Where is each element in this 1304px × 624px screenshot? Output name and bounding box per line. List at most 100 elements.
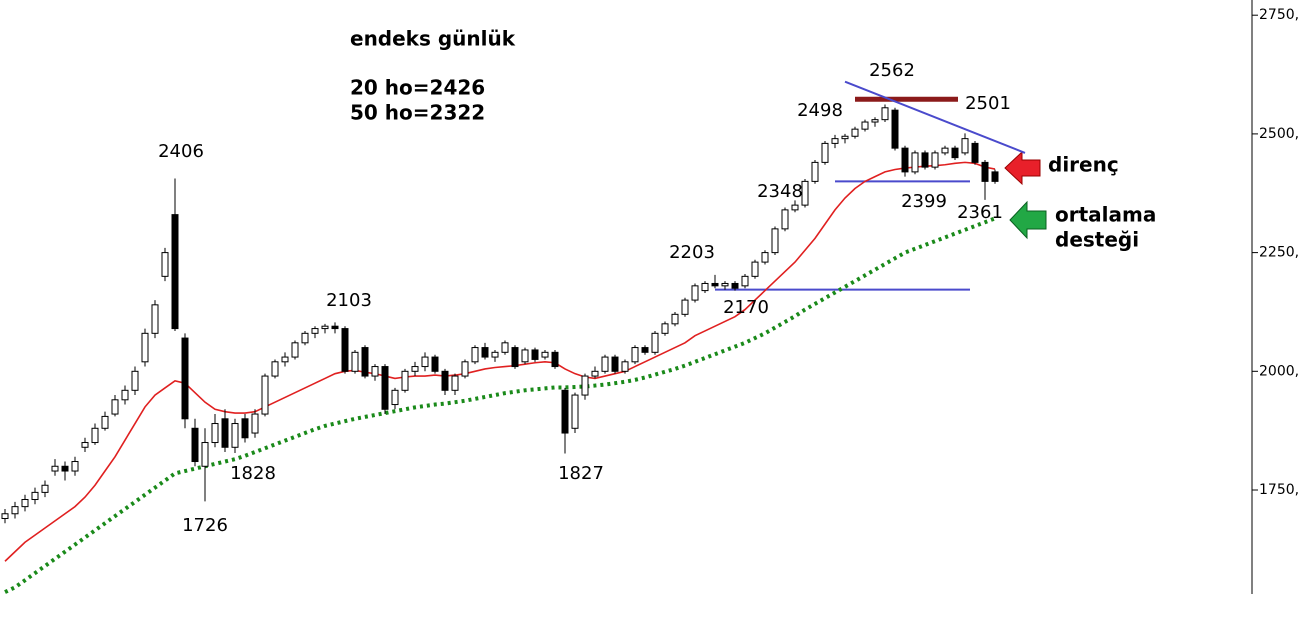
candle-body (491, 351, 499, 358)
candle-body (551, 351, 559, 368)
candle-body (731, 282, 739, 289)
candle-body (621, 361, 629, 372)
candle-body (501, 342, 509, 353)
candle-body (131, 370, 139, 391)
candle-body (431, 356, 439, 372)
candle-body (71, 461, 79, 472)
candle-body (21, 499, 29, 508)
price-label: 2170 (723, 297, 769, 318)
candle-body (641, 347, 649, 353)
candle-body (271, 361, 279, 377)
candle-body (181, 337, 189, 420)
candle-body (101, 415, 109, 429)
candle-body (991, 171, 999, 182)
trendline (844, 80, 1026, 154)
callout: desteği (1055, 228, 1139, 252)
candle-body (151, 304, 159, 334)
candle-body (631, 347, 639, 363)
price-label: 2203 (669, 242, 715, 263)
candle-body (921, 152, 929, 168)
candle-body (221, 418, 229, 448)
callout: ortalama (1055, 203, 1156, 227)
candle-body (791, 204, 799, 211)
candle-body (311, 328, 319, 334)
candle-body (81, 442, 89, 448)
candle-body (961, 138, 969, 154)
candle-body (581, 375, 589, 396)
subtitle: 20 ho=2426 (350, 76, 485, 100)
candle-body (701, 282, 709, 292)
chart-title: endeks günlük (350, 27, 516, 51)
price-label: 2103 (326, 290, 372, 311)
candle-body (591, 370, 599, 377)
candle-body (931, 152, 939, 168)
candle-body (511, 347, 519, 368)
arrow-red (1004, 150, 1041, 186)
price-label: 1828 (230, 463, 276, 484)
candle-body (971, 142, 979, 163)
candle-body (761, 252, 769, 263)
candle-body (671, 313, 679, 325)
candle-body (231, 423, 239, 448)
candle-body (941, 147, 949, 154)
candle-body (871, 119, 879, 123)
candle-body (601, 356, 609, 372)
candle-body (681, 299, 689, 315)
candle-body (441, 370, 449, 391)
candle-body (111, 399, 119, 415)
candle-body (421, 356, 429, 368)
candle-body (331, 325, 339, 330)
candle-body (951, 147, 959, 159)
candle-body (171, 214, 179, 330)
candle-body (471, 347, 479, 363)
candle-body (711, 282, 719, 287)
candle-body (691, 285, 699, 301)
price-label: 2399 (901, 191, 947, 212)
candle-body (41, 484, 49, 493)
candle-body (191, 427, 199, 463)
candle-body (401, 370, 409, 391)
candle-body (161, 252, 169, 277)
y-tick-label: 2000, (1259, 363, 1299, 379)
arrow-green (1009, 200, 1047, 240)
candle-body (751, 261, 759, 277)
subtitle: 50 ho=2322 (350, 101, 485, 125)
price-label: 2406 (158, 141, 204, 162)
candle-body (51, 465, 59, 472)
candle-body (321, 325, 329, 330)
candle-body (121, 389, 129, 401)
candle-body (251, 413, 259, 434)
candle-body (841, 135, 849, 140)
candle-body (371, 366, 379, 377)
candle-body (291, 342, 299, 358)
candle-body (901, 147, 909, 173)
candle-body (881, 107, 889, 121)
candle-body (341, 328, 349, 372)
price-label: 2498 (797, 100, 843, 121)
candle-body (541, 351, 549, 358)
candle-body (521, 349, 529, 363)
candle-body (891, 109, 899, 149)
candle-body (461, 361, 469, 377)
candle-body (1, 513, 9, 520)
candle-body (391, 389, 399, 406)
candle-body (571, 394, 579, 429)
candle-body (821, 142, 829, 163)
price-label: 1827 (558, 463, 604, 484)
candle-body (861, 121, 869, 130)
candle-body (831, 138, 839, 144)
price-label: 2501 (965, 93, 1011, 114)
candle-body (241, 418, 249, 439)
candle-body (981, 161, 989, 182)
candle-body (451, 375, 459, 391)
candle-body (211, 423, 219, 444)
candle-body (31, 491, 39, 501)
callout: direnç (1048, 153, 1119, 177)
candle-body (611, 356, 619, 372)
candle-body (381, 366, 389, 410)
candle-body (201, 442, 209, 467)
ma-line (4, 216, 996, 594)
candle-body (351, 351, 359, 372)
candle-body (11, 506, 19, 515)
